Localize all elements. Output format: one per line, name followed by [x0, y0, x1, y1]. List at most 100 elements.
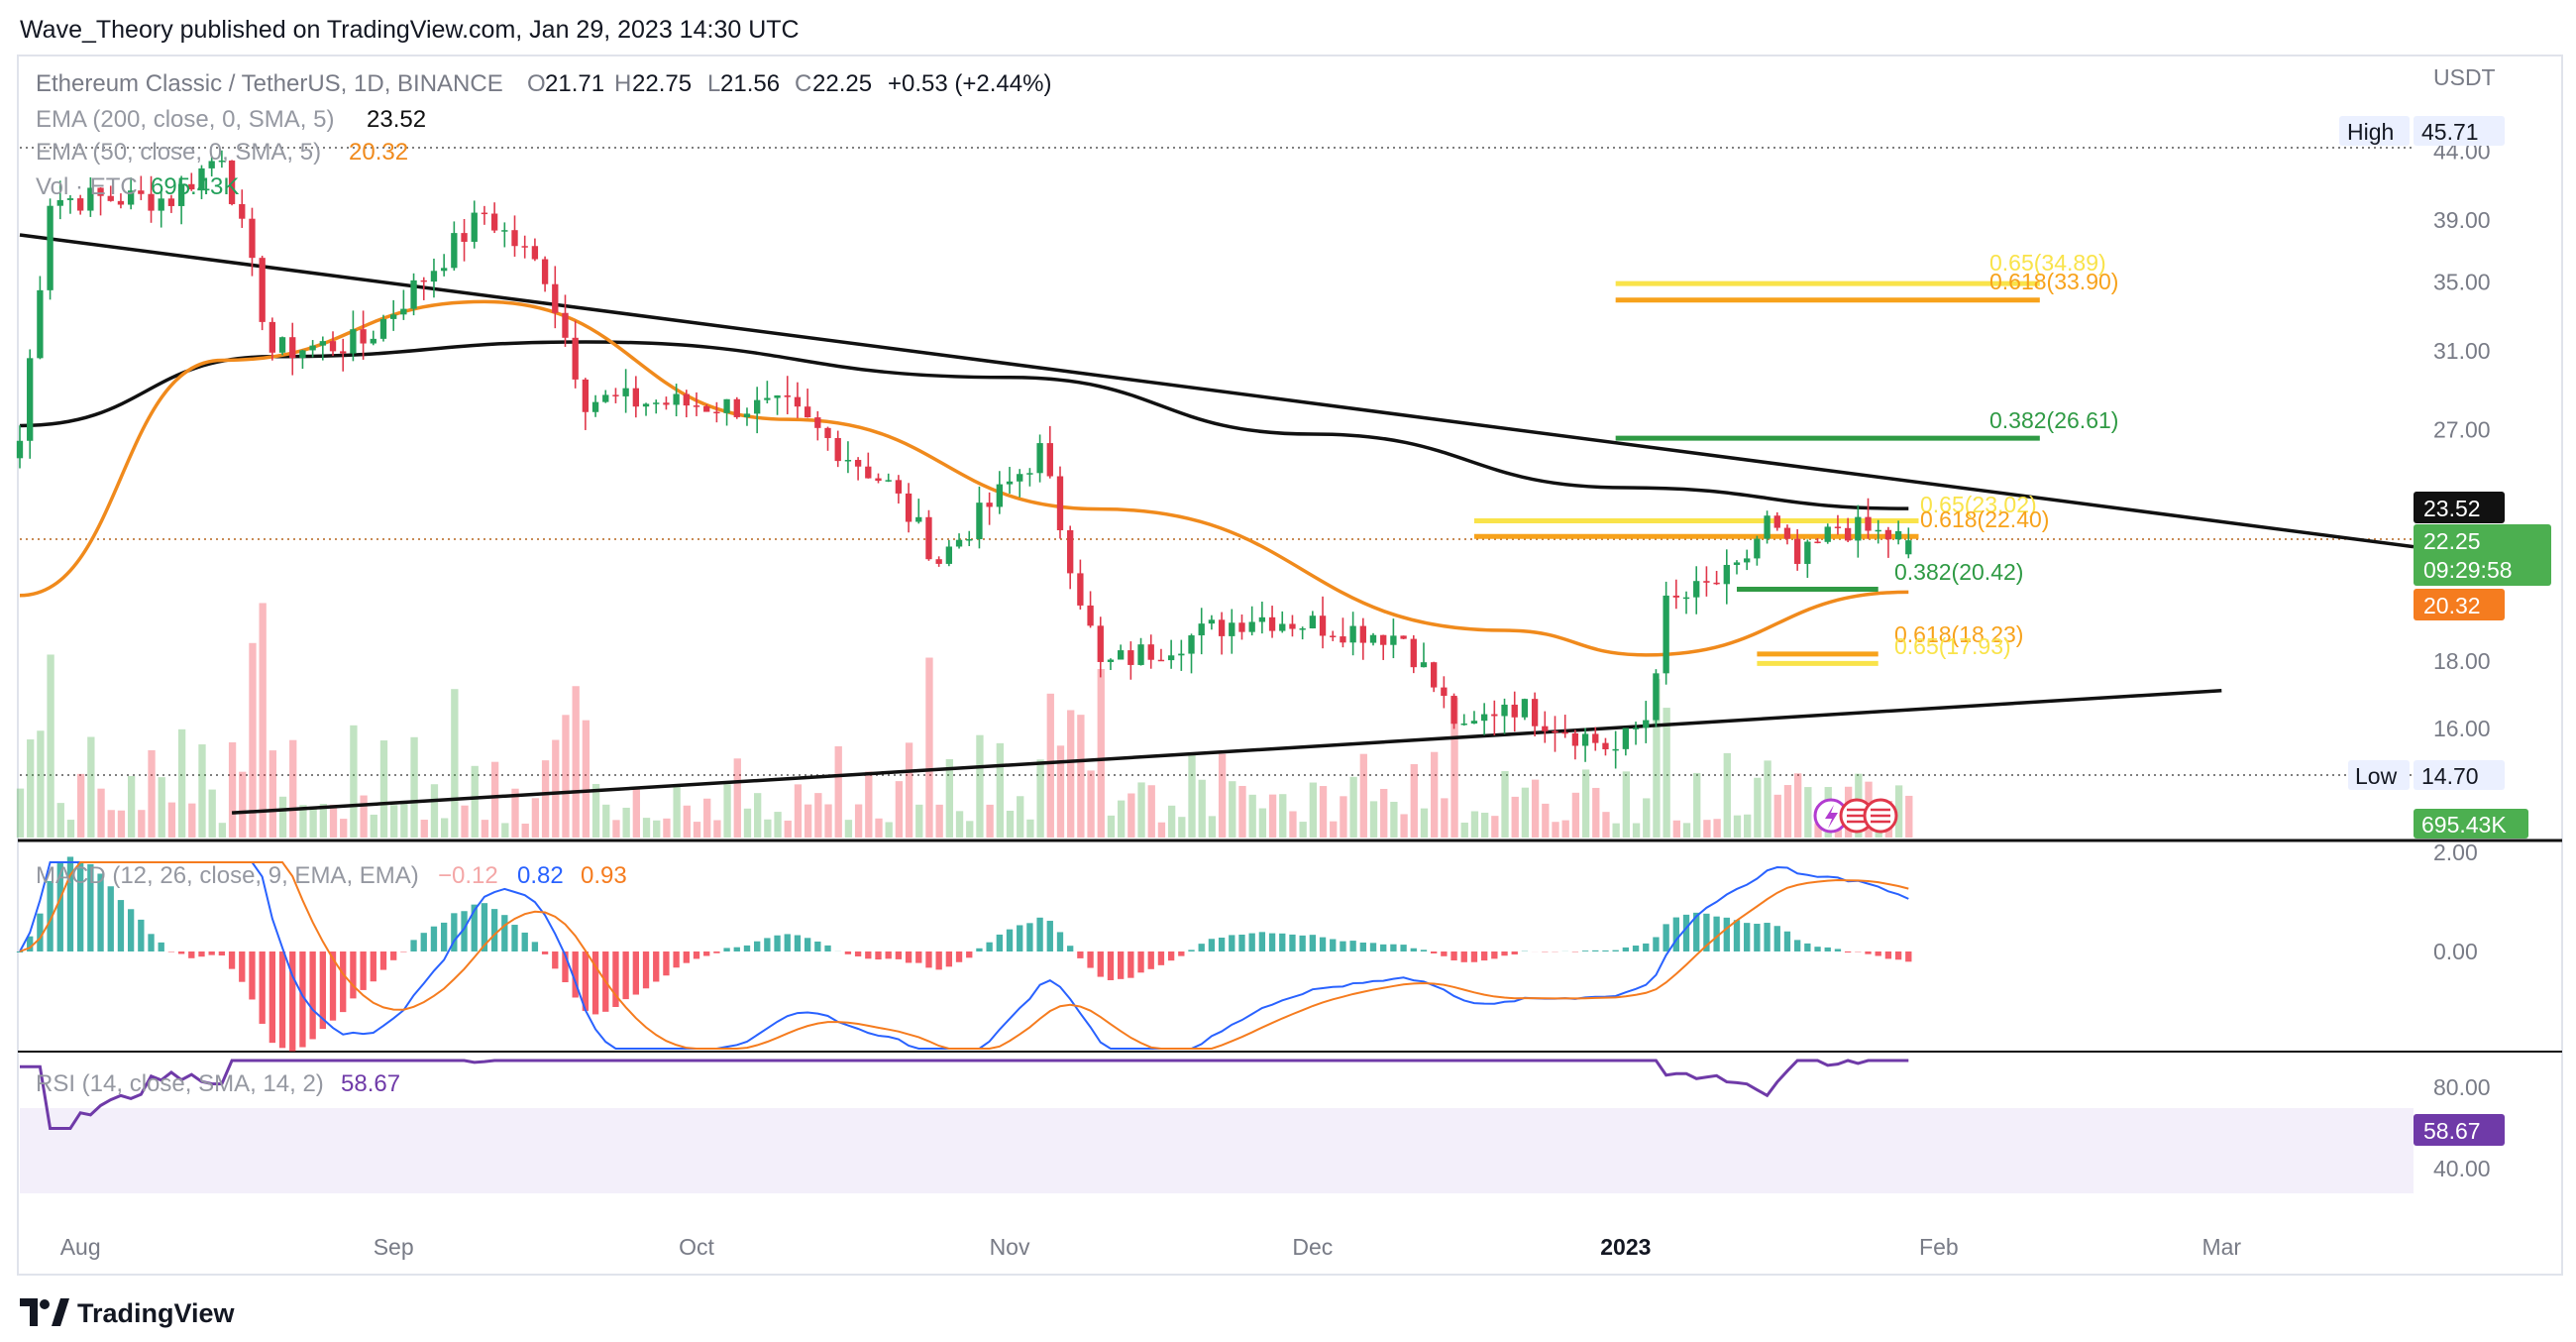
volume-bar — [1632, 823, 1641, 838]
volume-bar — [117, 810, 126, 838]
volume-bar — [379, 740, 388, 838]
macd-hist-bar — [158, 942, 164, 951]
legend-rsi-row[interactable]: RSI (14, close, SMA, 14, 2) 58.67 — [36, 1070, 400, 1097]
candle-body — [47, 205, 54, 290]
macd-hist-bar — [1470, 951, 1478, 962]
candle-body — [1441, 687, 1448, 697]
macd-hist-bar — [1420, 950, 1428, 951]
candle-body — [370, 338, 376, 344]
volume-bar — [905, 742, 913, 838]
candle-body — [27, 358, 34, 441]
macd-hist-bar — [1279, 933, 1286, 951]
candle-body — [935, 559, 942, 564]
candle-body — [531, 246, 539, 260]
macd-hist-bar — [329, 951, 337, 1021]
macd-hist-bar — [390, 951, 397, 960]
candle-body — [289, 337, 296, 359]
volume-bar — [420, 820, 428, 838]
legend-ema50-row[interactable]: EMA (50, close, 0, SMA, 5) 20.32 — [36, 139, 408, 166]
volume-bar — [562, 715, 570, 838]
candle-body — [167, 198, 175, 206]
legend-macd-row[interactable]: MACD (12, 26, close, 9, EMA, EMA) −0.12 … — [36, 862, 627, 889]
volume-bar — [642, 818, 651, 838]
candle-body — [986, 503, 993, 507]
time-tick-label: Feb — [1919, 1234, 1959, 1260]
macd-hist-bar — [511, 925, 518, 951]
candle-body — [420, 280, 427, 282]
low-label: L — [707, 70, 720, 97]
macd-hist-bar — [1713, 916, 1720, 951]
volume-bar — [683, 805, 691, 838]
macd-hist-bar — [1087, 951, 1094, 968]
volume-bar — [329, 804, 338, 838]
candle-body — [1431, 662, 1438, 688]
tradingview-logo[interactable]: TradingView — [20, 1298, 236, 1328]
low-badge-label: Low — [2355, 763, 2398, 789]
macd-hist-bar — [239, 951, 246, 982]
volume-bar — [158, 777, 165, 838]
volume-bar — [1622, 771, 1631, 838]
candle-body — [1855, 516, 1862, 541]
fib-label-0618-upper: 0.618(33.90) — [1989, 269, 2118, 294]
candle-body — [743, 413, 751, 417]
candle-body — [1884, 529, 1892, 540]
candle-body — [1612, 748, 1619, 751]
price-tick-label: 27.00 — [2433, 417, 2491, 443]
high-value: 22.75 — [632, 70, 692, 97]
candle-body — [501, 230, 508, 232]
volume-bar — [1289, 811, 1297, 838]
legend-volume-row[interactable]: Vol · ETC 695.43K — [36, 173, 239, 200]
volume-bar — [127, 775, 136, 838]
macd-hist-value: −0.12 — [438, 862, 498, 889]
candle-body — [1400, 635, 1407, 639]
volume-bar — [541, 760, 550, 838]
rsi-legend-value: 58.67 — [341, 1070, 400, 1097]
volume-bar — [1026, 819, 1034, 838]
legend-symbol-row[interactable]: Ethereum Classic / TetherUS, 1D, BINANCE… — [36, 70, 1051, 97]
macd-hist-bar — [653, 951, 660, 982]
candle-body — [1330, 635, 1337, 637]
candle-body — [77, 198, 84, 211]
rsi-pane — [20, 1059, 1909, 1130]
volume-bar — [1723, 752, 1731, 838]
macd-hist-bar — [309, 951, 316, 1040]
macd-hist-bar — [1460, 951, 1467, 962]
candle-body — [1046, 443, 1053, 477]
candle-body — [582, 379, 590, 412]
event-icons[interactable] — [1813, 798, 1898, 834]
volume-bar — [865, 771, 873, 838]
macd-hist-bar — [531, 942, 539, 951]
candle-body — [218, 160, 226, 163]
macd-hist-bar — [703, 951, 710, 956]
candle-body — [683, 393, 690, 406]
volume-axis-badge — [2414, 809, 2528, 839]
candle-body — [1894, 530, 1902, 540]
publisher-line: Wave_Theory published on TradingView.com… — [20, 16, 800, 44]
volume-bar — [1783, 785, 1792, 838]
macd-hist-bar — [794, 935, 802, 951]
volume-bar — [511, 788, 519, 838]
volume-bar — [1754, 777, 1762, 838]
macd-hist-bar — [1814, 947, 1821, 951]
candle-body — [148, 193, 155, 211]
macd-hist-bar — [622, 951, 629, 1000]
macd-hist-bar — [1824, 947, 1831, 951]
legend-ema200-row[interactable]: EMA (200, close, 0, SMA, 5) 23.52 — [36, 106, 426, 133]
volume-bar — [1804, 787, 1812, 838]
volume-bar — [966, 821, 974, 838]
volume-bar — [723, 784, 731, 838]
candle-body — [1248, 621, 1255, 632]
candle-body — [461, 233, 468, 242]
ema50-line — [19, 299, 1909, 657]
volume-bar — [37, 730, 45, 838]
candle-body — [885, 480, 892, 482]
candle-body — [1552, 730, 1558, 733]
candle-body — [471, 212, 478, 242]
macd-hist-bar — [1450, 951, 1457, 961]
lightning-glyph-icon — [1825, 805, 1838, 829]
candle-body — [481, 212, 488, 215]
macd-hist-bar — [693, 951, 700, 959]
macd-hist-bar — [784, 934, 791, 951]
macd-hist-bar — [764, 938, 771, 951]
